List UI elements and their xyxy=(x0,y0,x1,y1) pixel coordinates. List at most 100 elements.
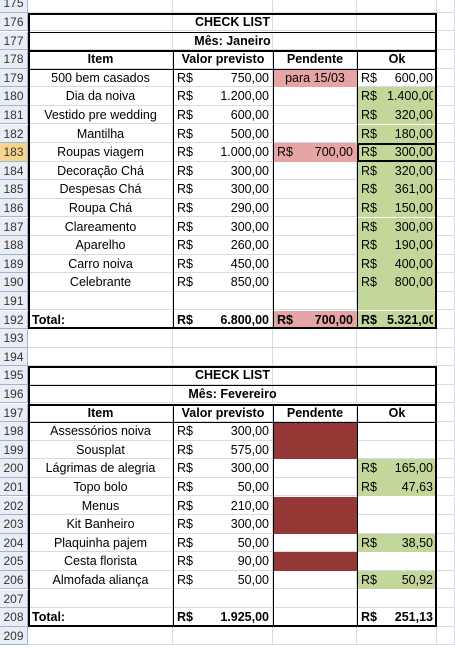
item: Vestido pre wedding xyxy=(44,107,157,122)
grid-cell xyxy=(437,217,455,237)
grid-cell xyxy=(28,291,173,311)
column-header: Item xyxy=(87,52,114,67)
valor-amount: 450,00 xyxy=(230,256,269,271)
ok-currency: R$ xyxy=(361,275,377,290)
pendente-cell xyxy=(273,552,357,571)
valor-amount: 300,00 xyxy=(230,182,269,197)
valor-currency: R$ xyxy=(177,554,193,569)
item: Cesta florista xyxy=(64,554,137,569)
row-number: 181 xyxy=(0,105,28,125)
grid-cell xyxy=(173,570,273,590)
grid-cell xyxy=(28,440,173,460)
border-line xyxy=(28,422,437,424)
grid-cell xyxy=(273,161,357,181)
pendente-cell xyxy=(273,143,357,162)
grid-cell xyxy=(273,366,357,385)
item: Kit Banheiro xyxy=(66,517,135,532)
table-month: Mês: Fevereiro xyxy=(188,386,277,401)
grid-cell xyxy=(273,124,357,144)
grid-cell xyxy=(173,515,273,534)
grid-cell xyxy=(28,459,173,478)
grid-cell xyxy=(273,384,357,404)
ok-amount: 165,00 xyxy=(394,461,433,476)
grid-cell xyxy=(437,459,455,478)
pendente-cell xyxy=(273,571,357,590)
ok-currency: R$ xyxy=(361,89,377,104)
selected-cell xyxy=(357,143,437,162)
valor-currency: R$ xyxy=(177,182,193,197)
valor-currency: R$ xyxy=(177,275,193,290)
grid-cell xyxy=(437,254,455,274)
grid-cell xyxy=(28,87,173,106)
grid-cell xyxy=(173,198,273,218)
pendente-cell xyxy=(273,496,357,516)
grid-cell xyxy=(173,422,273,441)
grid-cell xyxy=(437,310,455,330)
grid-cell xyxy=(273,329,357,348)
item: Celebrante xyxy=(69,275,132,290)
grid-cell xyxy=(273,180,357,199)
valor-amount: 500,00 xyxy=(230,126,269,141)
border-line xyxy=(173,403,174,627)
grid-cell xyxy=(173,217,273,237)
grid-cell xyxy=(437,403,455,423)
row-number: 201 xyxy=(0,477,28,497)
pendente-cell xyxy=(273,534,357,553)
grid-cell xyxy=(173,291,273,311)
row-number: 200 xyxy=(0,459,28,478)
grid-cell xyxy=(273,217,357,237)
grid-cell xyxy=(28,626,173,646)
pendente-cell xyxy=(273,162,357,181)
ok-currency: R$ xyxy=(361,163,377,178)
valor-currency: R$ xyxy=(177,238,193,253)
row-number: 190 xyxy=(0,273,28,292)
border-line xyxy=(28,50,437,53)
total-pendente-cell xyxy=(273,310,357,330)
grid-cell xyxy=(173,459,273,478)
grid-cell xyxy=(437,87,455,106)
ok-cell xyxy=(357,273,437,292)
valor-currency: R$ xyxy=(177,498,193,513)
grid-cell xyxy=(273,236,357,255)
grid-cell xyxy=(437,608,455,627)
grid-cell xyxy=(437,589,455,609)
grid-cell xyxy=(173,50,273,69)
row-number: 180 xyxy=(0,87,28,106)
row-number: 191 xyxy=(0,291,28,311)
grid-cell xyxy=(437,68,455,88)
ok-cell xyxy=(357,143,437,162)
ok-currency: R$ xyxy=(361,219,377,234)
valor-amount: 850,00 xyxy=(230,275,269,290)
ok-currency: R$ xyxy=(361,238,377,253)
border-line xyxy=(435,12,437,330)
ok-currency: R$ xyxy=(361,461,377,476)
grid-cell xyxy=(173,161,273,181)
grid-cell xyxy=(357,347,437,367)
ok-cell xyxy=(357,217,437,237)
table-title: CHECK LIST xyxy=(195,368,270,383)
column-header: Valor previsto xyxy=(181,52,265,67)
item: Roupa Chá xyxy=(68,200,133,215)
ok-currency: R$ xyxy=(361,107,377,122)
ok-cell xyxy=(357,254,437,274)
ok-amount: 1.400,00 xyxy=(387,89,433,104)
ok-currency: R$ xyxy=(361,126,377,141)
ok-cell xyxy=(357,533,437,553)
ok-currency: R$ xyxy=(361,70,377,85)
grid-cell xyxy=(357,496,437,516)
grid-cell xyxy=(28,477,173,497)
row-number: 187 xyxy=(0,217,28,237)
valor-amount: 1.200,00 xyxy=(220,89,269,104)
border-line xyxy=(28,403,437,406)
pendente-cell: para 15/03 xyxy=(273,68,357,88)
grid-cell xyxy=(173,477,273,497)
pendente-cell xyxy=(273,236,357,255)
row-number: 204 xyxy=(0,533,28,553)
grid-cell xyxy=(437,496,455,516)
grid-cell xyxy=(437,273,455,292)
total-label: Total: xyxy=(32,312,66,327)
grid-cell xyxy=(437,552,455,571)
row-number: 198 xyxy=(0,422,28,441)
